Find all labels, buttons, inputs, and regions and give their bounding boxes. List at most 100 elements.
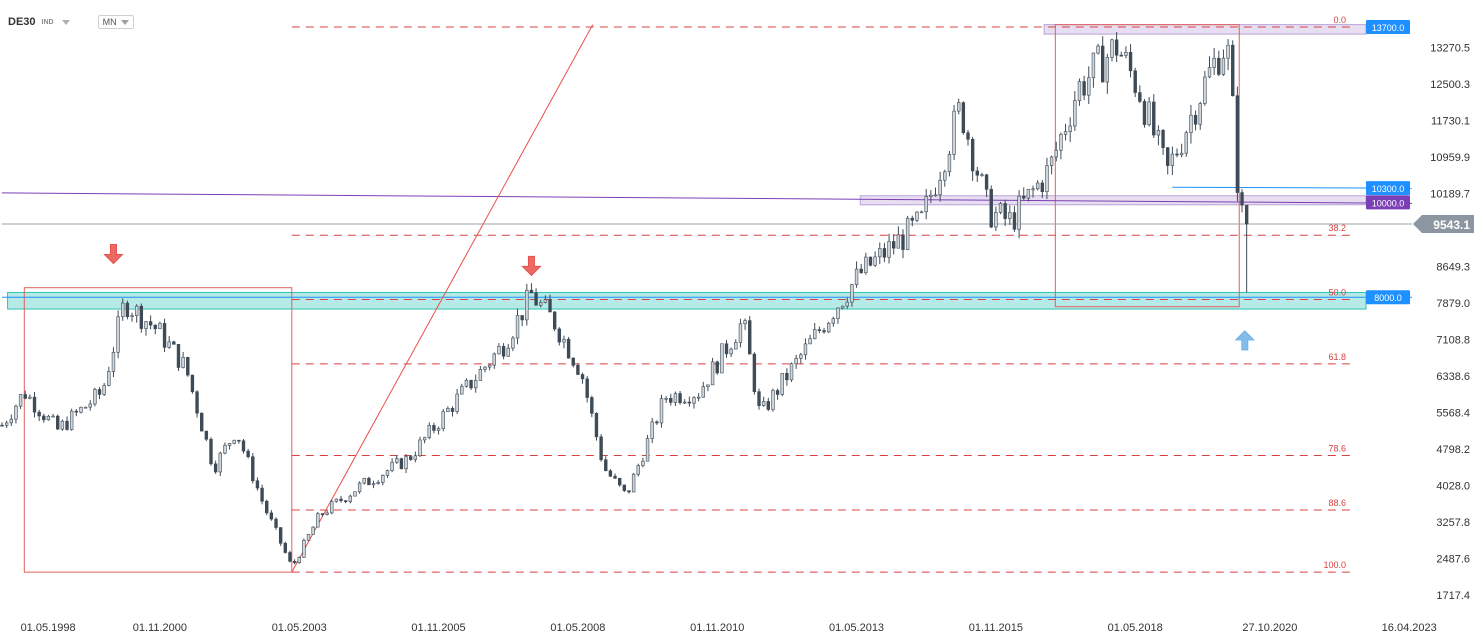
candle-body <box>23 394 27 399</box>
candle-body <box>924 196 928 213</box>
candle-body <box>32 396 37 413</box>
candle-body <box>121 302 125 318</box>
candle-body <box>515 315 520 339</box>
candle-body <box>334 498 339 502</box>
candle-body <box>1114 39 1119 56</box>
candle-body <box>130 315 134 317</box>
candle-body <box>325 512 329 515</box>
y-tick-label: 1717.4 <box>1436 590 1470 602</box>
candle-body <box>51 415 55 418</box>
candle-body <box>204 430 209 440</box>
candle-body <box>1073 100 1077 127</box>
candle-body <box>46 415 51 421</box>
candle-body <box>1184 132 1188 154</box>
y-tick-label: 12500.3 <box>1430 79 1470 91</box>
candle-body <box>190 374 195 393</box>
candle-body <box>209 438 213 465</box>
candle-body <box>1189 114 1193 134</box>
candle-body <box>929 194 933 197</box>
candle-body <box>998 203 1003 213</box>
candle-body <box>943 171 947 181</box>
candle-body <box>552 311 557 330</box>
candle-body <box>427 425 431 438</box>
candle-body <box>1012 212 1017 230</box>
candle-body <box>947 154 952 173</box>
candle-body <box>186 356 190 376</box>
arrow-down-icon <box>103 244 124 265</box>
candle-body <box>975 170 979 176</box>
candle-body <box>1017 195 1021 230</box>
candle-body <box>817 329 822 331</box>
y-tick-label: 4028.0 <box>1436 480 1470 492</box>
candle-body <box>353 491 357 497</box>
candle-body <box>659 398 664 424</box>
candle-body <box>255 480 260 489</box>
candle-body <box>933 194 938 197</box>
candle-body <box>1110 39 1114 58</box>
candle-body <box>441 411 445 429</box>
candle-body <box>302 539 306 558</box>
candle-body <box>994 212 998 228</box>
candle-body <box>724 343 729 355</box>
candle-body <box>362 477 366 484</box>
candle-body <box>683 401 687 404</box>
candle-body <box>771 390 775 410</box>
fib-level-label: 100.0 <box>1323 560 1346 570</box>
candle-body <box>288 552 292 562</box>
candle-body <box>692 397 696 404</box>
candle-body <box>868 256 873 266</box>
candle-body <box>534 292 538 306</box>
candle-body <box>1166 147 1170 166</box>
candle-body <box>167 341 171 348</box>
candle-body <box>1022 195 1026 199</box>
y-tick-label: 7108.8 <box>1436 334 1470 346</box>
candle-body <box>292 560 297 563</box>
candle-body <box>738 323 743 343</box>
candle-body <box>984 174 989 190</box>
candle-body <box>251 456 255 482</box>
candle-body <box>297 557 301 563</box>
candle-body <box>905 217 910 250</box>
symbol-label[interactable]: DE30 <box>8 16 36 28</box>
candle-body <box>910 217 914 221</box>
chevron-down-icon[interactable] <box>61 19 70 25</box>
candle-body <box>385 470 390 476</box>
candle-body <box>88 403 92 408</box>
candle-body <box>116 316 120 353</box>
fib-level-label: 0.0 <box>1333 15 1346 25</box>
candle-body <box>1063 131 1068 135</box>
candle-body <box>664 397 668 400</box>
candle-body <box>469 379 473 389</box>
candle-body <box>873 256 877 266</box>
interval-label: MN <box>102 17 117 27</box>
candle-body <box>1231 44 1235 97</box>
rectangle-box-1 <box>1054 24 1240 308</box>
candle-body <box>539 301 543 306</box>
candle-body <box>1091 52 1096 79</box>
interval-dropdown[interactable]: MN <box>97 15 134 29</box>
candle-body <box>794 357 798 365</box>
x-tick-label: 16.04.2023 <box>1382 622 1437 634</box>
candle-body <box>200 412 204 432</box>
candle-body <box>42 415 46 421</box>
candle-body <box>339 498 343 501</box>
price-tag-label: 10000.0 <box>1372 198 1405 208</box>
candle-body <box>1124 51 1128 56</box>
candle-body <box>520 315 524 321</box>
candle-body <box>1054 149 1058 158</box>
arrow-down-icon <box>521 255 542 277</box>
candle-body <box>831 318 836 324</box>
candle-body <box>970 138 975 172</box>
candle-body <box>604 459 608 472</box>
candle-body <box>557 328 562 343</box>
candle-body <box>311 526 315 535</box>
candle-body <box>585 378 589 398</box>
price-tag <box>1366 290 1410 305</box>
candle-body <box>381 475 385 483</box>
candle-body <box>887 241 891 258</box>
candle-body <box>125 302 130 317</box>
candle-body <box>766 401 770 410</box>
candle-body <box>158 323 162 330</box>
candle-body <box>761 401 766 406</box>
